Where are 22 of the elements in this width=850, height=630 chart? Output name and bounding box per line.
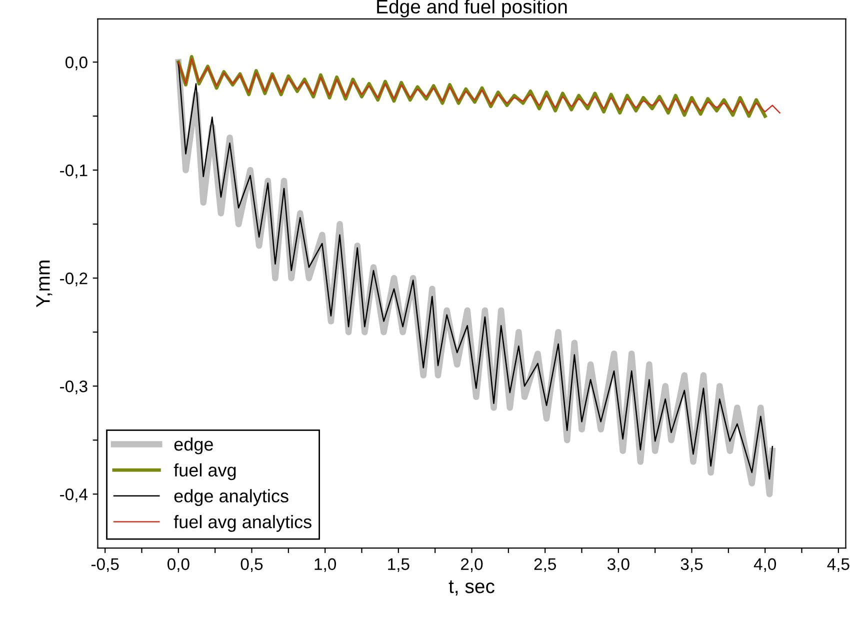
y-tick-label: -0,2 [60,272,88,286]
x-tick-label: 2,5 [534,558,556,572]
y-tick-label: 0,0 [66,56,88,70]
legend-label: fuel avg [174,463,236,480]
y-axis-title: Y,mm [36,260,52,308]
x-tick-label: 1,0 [314,558,336,572]
x-tick-label: 3,5 [680,558,703,572]
y-tick-label: -0,3 [60,380,88,394]
legend-label: fuel avg analytics [174,515,312,532]
x-tick-label: 0,5 [240,558,263,572]
x-tick-label: 1,5 [388,558,410,572]
legend-label: edge analytics [174,489,288,506]
y-tick-label: -0,1 [60,164,88,178]
x-tick-label: 3,0 [607,558,630,572]
y-tick-label: -0,4 [60,488,88,502]
x-axis-title: t, sec [448,580,494,596]
x-tick-label: 4,0 [754,558,776,572]
x-tick-label: 4,5 [827,558,850,572]
x-tick-label: -0,5 [91,558,119,572]
x-tick-label: 0,0 [167,558,190,572]
x-tick-label: 2,0 [461,558,483,572]
legend-label: edge [174,437,213,454]
